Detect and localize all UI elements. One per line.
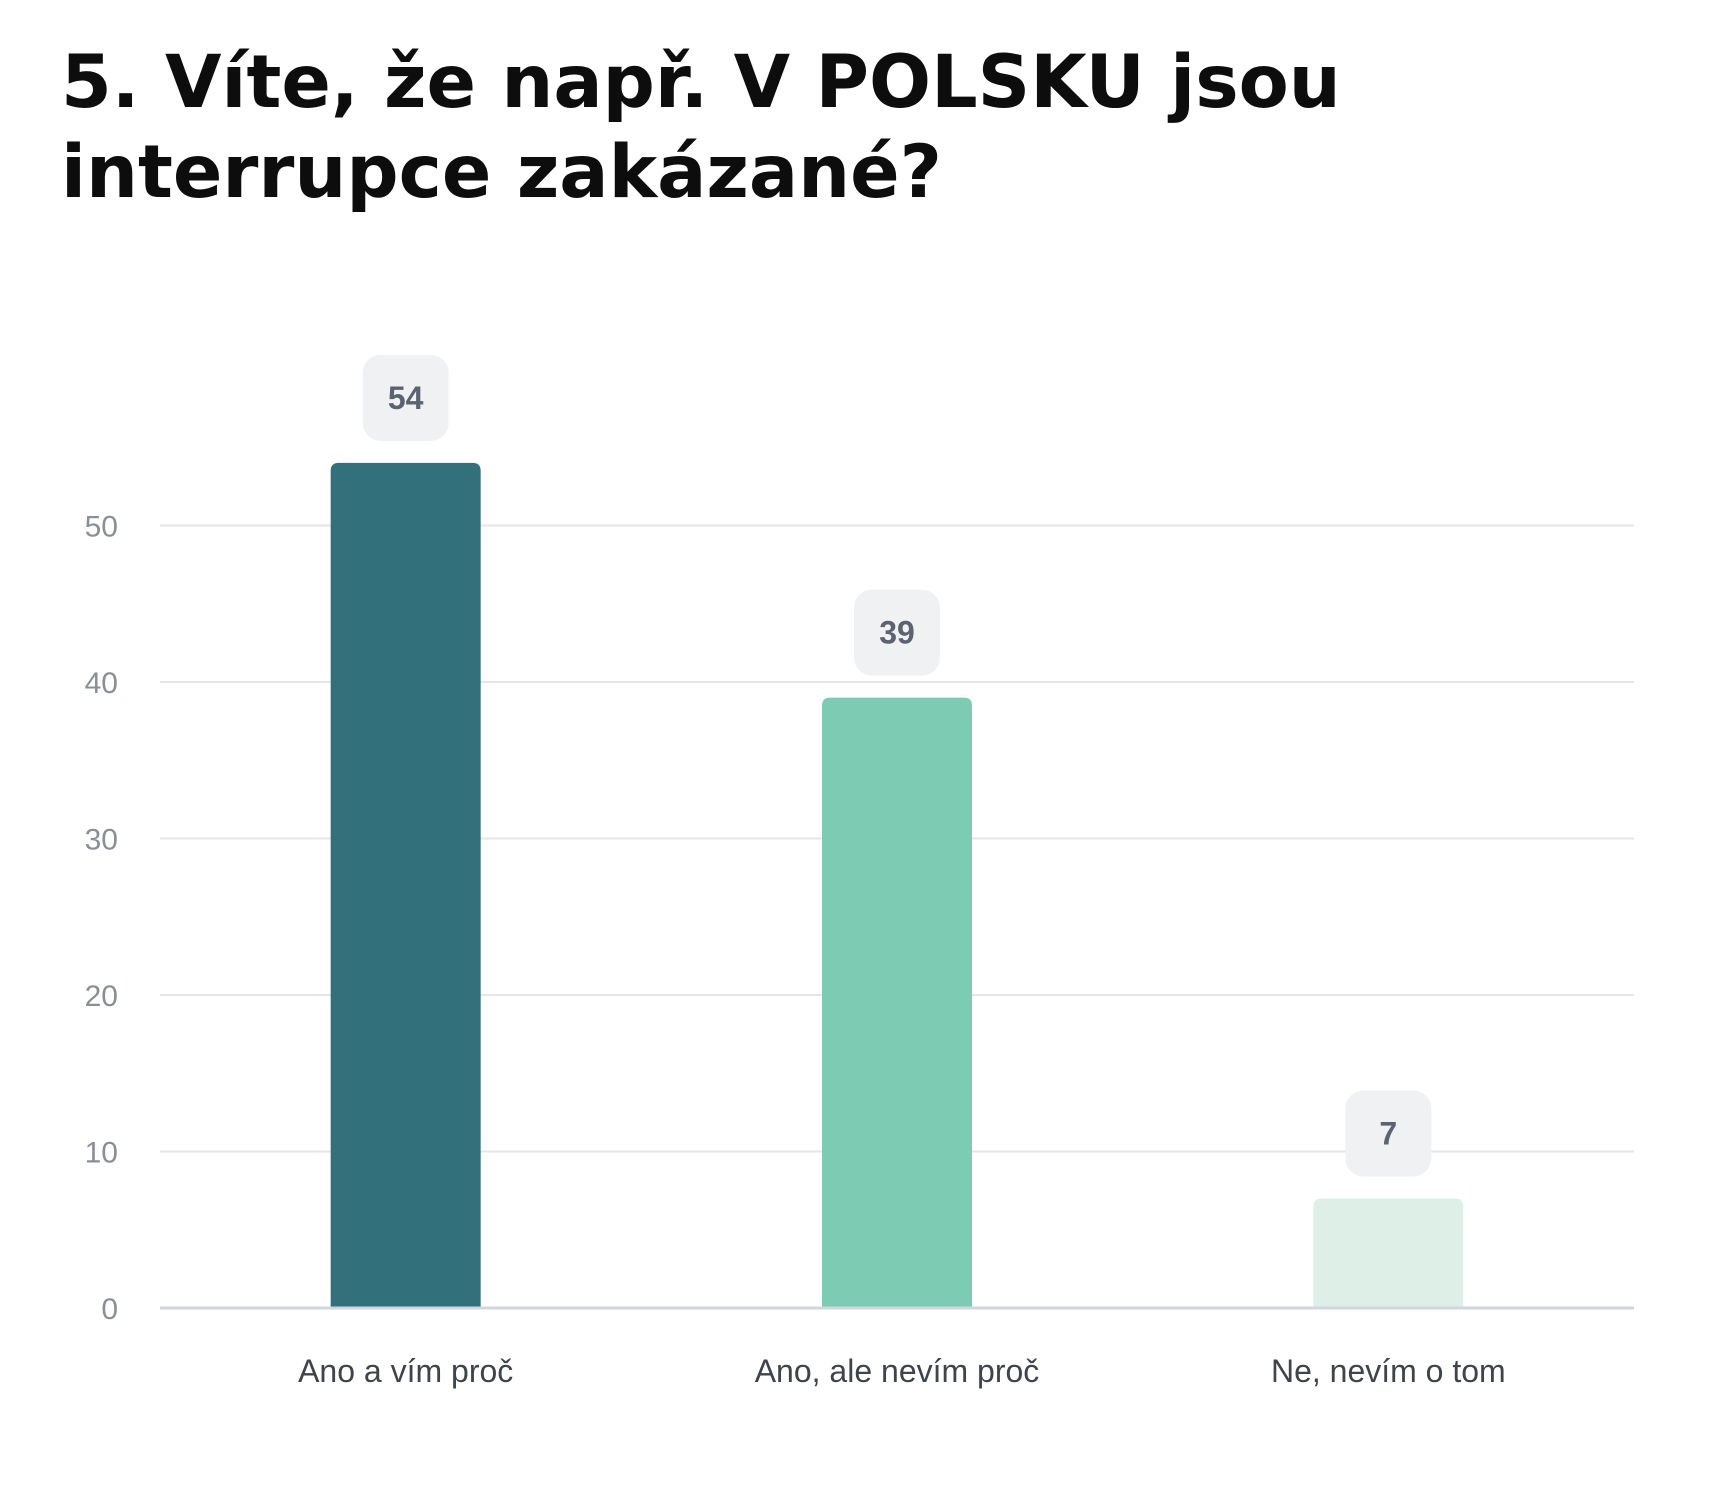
category-label: Ano a vím proč — [298, 1353, 513, 1389]
bar-3 — [1313, 1198, 1464, 1308]
data-label-value: 54 — [388, 380, 424, 416]
bar-1 — [330, 462, 481, 1308]
data-labels: 54 39 7 — [362, 354, 1432, 1177]
data-label-value: 39 — [879, 615, 915, 651]
bar-2 — [822, 697, 972, 1308]
data-label-badge — [854, 589, 940, 676]
data-label-value: 7 — [1379, 1115, 1397, 1151]
category-label: Ano, ale nevím proč — [755, 1353, 1040, 1389]
y-tick-label: 20 — [85, 980, 118, 1013]
data-label-badge — [362, 354, 449, 441]
y-axis-ticks: 0 10 20 30 40 50 — [85, 511, 118, 1327]
y-tick-label: 10 — [85, 1137, 118, 1170]
y-tick-label: 30 — [85, 824, 118, 857]
x-axis-labels: Ano a vím proč Ano, ale nevím proč Ne, nev… — [298, 1353, 1506, 1389]
y-tick-label: 0 — [101, 1293, 118, 1326]
bars — [330, 462, 1464, 1308]
y-tick-label: 50 — [85, 511, 118, 544]
chart-title: 5. Víte, že např. V POLSKU jsou interrup… — [61, 40, 1341, 215]
data-label-badge — [1345, 1090, 1432, 1177]
category-label: Ne, nevím o tom — [1271, 1353, 1506, 1389]
y-tick-label: 40 — [85, 667, 118, 700]
